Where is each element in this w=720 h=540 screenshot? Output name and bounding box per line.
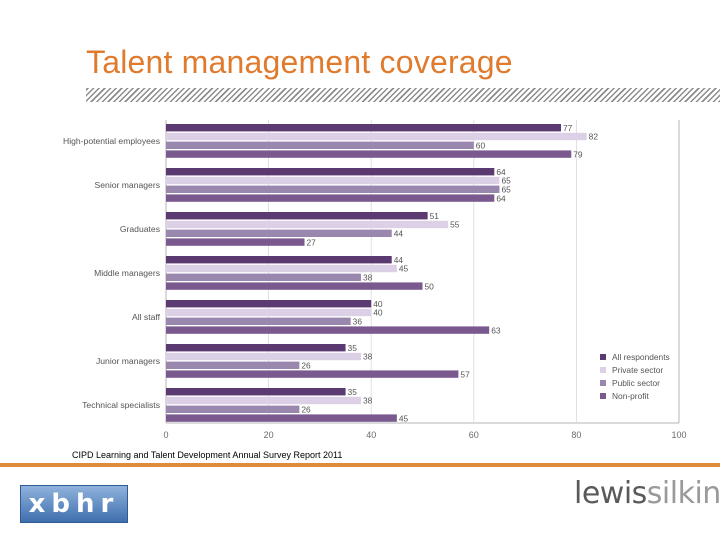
data-label: 45 bbox=[399, 413, 409, 423]
x-tick-label: 100 bbox=[671, 430, 686, 440]
data-label: 40 bbox=[373, 299, 383, 309]
x-tick-label: 0 bbox=[163, 430, 168, 440]
legend-label: Non-profit bbox=[612, 391, 649, 401]
data-label: 65 bbox=[501, 185, 511, 195]
data-label: 26 bbox=[301, 361, 311, 371]
bar bbox=[166, 212, 428, 220]
logo-part-silkin: silkin bbox=[646, 476, 720, 511]
data-label: 64 bbox=[496, 193, 506, 203]
xbhr-logo: xbhr bbox=[20, 485, 128, 523]
data-label: 36 bbox=[353, 317, 363, 327]
bar bbox=[166, 124, 562, 132]
hatched-divider bbox=[86, 88, 720, 102]
logo-part-lewis: lewis bbox=[574, 476, 647, 511]
data-label: 65 bbox=[501, 176, 511, 186]
data-label: 40 bbox=[373, 308, 383, 318]
data-label: 35 bbox=[348, 387, 358, 397]
bar bbox=[166, 256, 392, 264]
bar bbox=[166, 150, 572, 158]
legend-swatch bbox=[600, 393, 606, 399]
x-tick-label: 80 bbox=[571, 430, 581, 440]
bar bbox=[166, 326, 490, 334]
legend-label: All respondents bbox=[612, 352, 670, 362]
category-label: All staff bbox=[132, 312, 161, 322]
bar bbox=[166, 194, 495, 202]
data-label: 45 bbox=[399, 264, 409, 274]
data-label: 63 bbox=[491, 325, 501, 335]
data-label: 77 bbox=[563, 123, 573, 133]
x-tick-label: 40 bbox=[366, 430, 376, 440]
bar bbox=[166, 396, 361, 405]
data-label: 38 bbox=[363, 273, 373, 283]
category-label: Middle managers bbox=[94, 268, 160, 278]
data-label: 82 bbox=[589, 132, 599, 142]
data-label: 50 bbox=[425, 281, 435, 291]
bar bbox=[166, 273, 361, 281]
bar bbox=[166, 405, 300, 413]
bar bbox=[166, 168, 495, 176]
data-label: 44 bbox=[394, 255, 404, 265]
bar bbox=[166, 282, 423, 290]
bar bbox=[166, 264, 397, 273]
bar bbox=[166, 176, 500, 185]
category-label: Senior managers bbox=[95, 180, 160, 190]
bar bbox=[166, 317, 351, 325]
x-tick-label: 60 bbox=[469, 430, 479, 440]
data-label: 60 bbox=[476, 141, 486, 151]
bar bbox=[166, 344, 346, 352]
footer-divider bbox=[0, 463, 720, 467]
bar-chart: 0 20 40 60 80 100 High-potential employees 77 82… bbox=[63, 120, 687, 440]
category-label: High-potential employees bbox=[63, 136, 160, 146]
bar bbox=[166, 414, 397, 422]
bar bbox=[166, 308, 372, 317]
data-label: 35 bbox=[348, 343, 358, 353]
legend-label: Private sector bbox=[612, 365, 663, 375]
bar bbox=[166, 220, 449, 229]
bar bbox=[166, 238, 305, 246]
legend-swatch bbox=[600, 354, 606, 360]
data-label: 55 bbox=[450, 220, 460, 230]
category-label: Graduates bbox=[120, 224, 160, 234]
data-label: 27 bbox=[307, 237, 317, 247]
bar bbox=[166, 141, 474, 149]
data-label: 44 bbox=[394, 229, 404, 239]
data-label: 26 bbox=[301, 405, 311, 415]
category-label: Junior managers bbox=[96, 356, 160, 366]
x-tick-label: 20 bbox=[264, 430, 274, 440]
category-label: Technical specialists bbox=[82, 400, 160, 410]
slide-title: Talent management coverage bbox=[86, 44, 513, 80]
data-label: 51 bbox=[430, 211, 440, 221]
bar bbox=[166, 185, 500, 193]
data-label: 57 bbox=[460, 369, 470, 379]
data-label: 64 bbox=[496, 167, 506, 177]
bar bbox=[166, 388, 346, 396]
legend-label: Public sector bbox=[612, 378, 660, 388]
bar bbox=[166, 132, 587, 141]
bar bbox=[166, 370, 459, 378]
bar bbox=[166, 352, 361, 361]
bar bbox=[166, 229, 392, 237]
bar bbox=[166, 361, 300, 369]
data-label: 38 bbox=[363, 352, 373, 362]
bar bbox=[166, 300, 372, 308]
legend-swatch bbox=[600, 367, 606, 373]
source-caption: CIPD Learning and Talent Development Ann… bbox=[72, 450, 343, 460]
legend-swatch bbox=[600, 380, 606, 386]
data-label: 79 bbox=[573, 149, 583, 159]
lewissilkin-logo: lewissilkin bbox=[574, 476, 720, 511]
data-label: 38 bbox=[363, 396, 373, 406]
